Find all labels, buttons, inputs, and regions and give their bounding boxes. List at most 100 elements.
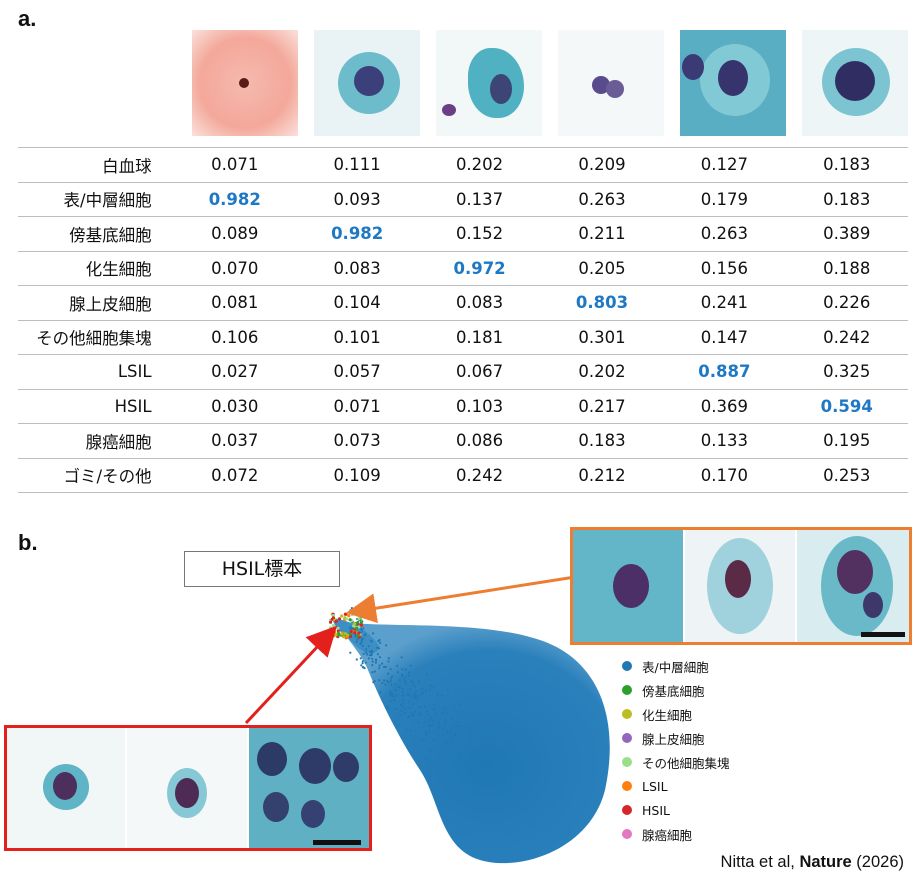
table-row: LSIL 0.027 0.057 0.067 0.202 0.887 0.325 xyxy=(18,354,908,389)
umap-point xyxy=(404,682,407,685)
umap-point xyxy=(429,724,432,728)
umap-point xyxy=(401,701,404,704)
umap-point xyxy=(372,632,375,635)
umap-point xyxy=(451,737,454,741)
legend-color-dot xyxy=(622,757,632,767)
row-label: HSIL xyxy=(18,388,174,424)
value-cell: 0.211 xyxy=(540,216,664,251)
umap-point xyxy=(401,687,404,691)
umap-point xyxy=(355,640,358,643)
umap-point xyxy=(331,613,335,618)
row-label: 表/中層細胞 xyxy=(18,181,174,217)
table-row: その他細胞集塊 0.106 0.101 0.181 0.301 0.147 0.242 xyxy=(18,319,908,355)
value-cell: 0.170 xyxy=(663,457,786,493)
value-cell: 0.152 xyxy=(418,216,541,251)
value-cell: 0.071 xyxy=(295,388,419,424)
value-cell: 0.030 xyxy=(173,388,296,424)
cell-image-glandular xyxy=(558,30,664,136)
table-row: 化生細胞 0.070 0.083 0.972 0.205 0.156 0.188 xyxy=(18,250,908,286)
highlight-value-cell: 0.887 xyxy=(663,354,786,389)
umap-point xyxy=(440,711,444,715)
umap-point xyxy=(450,733,453,736)
citation-authors: Nitta et al, xyxy=(720,853,795,871)
umap-point xyxy=(431,723,434,726)
table-row: HSIL 0.030 0.071 0.103 0.217 0.369 0.594 xyxy=(18,388,908,424)
umap-point xyxy=(456,771,459,774)
umap-point xyxy=(415,690,418,693)
umap-point xyxy=(397,686,400,689)
umap-point xyxy=(404,668,407,671)
umap-point xyxy=(413,694,416,697)
umap-point xyxy=(389,699,393,703)
umap-point xyxy=(389,694,392,697)
umap-point xyxy=(360,639,363,643)
cell-image-hsil xyxy=(802,30,908,136)
value-cell: 0.093 xyxy=(295,181,419,217)
umap-point xyxy=(428,749,431,752)
lsil-cell-image-3 xyxy=(797,530,909,642)
table-row: ゴミ/その他 0.072 0.109 0.242 0.212 0.170 0.253 xyxy=(18,457,908,493)
umap-point xyxy=(356,638,359,641)
value-cell: 0.109 xyxy=(295,457,419,493)
umap-point xyxy=(408,700,411,704)
umap-point xyxy=(407,674,410,677)
umap-point xyxy=(454,732,457,735)
legend-label: 傍基底細胞 xyxy=(642,683,705,699)
umap-point xyxy=(400,709,403,712)
umap-point xyxy=(436,694,439,697)
umap-point xyxy=(394,688,397,692)
cell-image-metaplastic xyxy=(436,30,542,136)
value-cell: 0.104 xyxy=(295,285,419,320)
umap-point xyxy=(421,687,424,691)
umap-point xyxy=(403,677,406,680)
sample-label-box: HSIL標本 xyxy=(184,551,340,587)
umap-point xyxy=(428,688,431,691)
legend-item: 腺上皮細胞 xyxy=(622,726,730,750)
umap-point xyxy=(446,688,449,692)
value-cell: 0.212 xyxy=(540,457,664,493)
umap-point xyxy=(374,661,377,664)
umap-point xyxy=(418,680,421,683)
umap-point xyxy=(376,653,379,656)
umap-point xyxy=(419,740,422,743)
legend-label: 腺癌細胞 xyxy=(642,827,693,843)
value-cell: 0.179 xyxy=(663,181,786,217)
umap-point xyxy=(336,629,340,633)
umap-point xyxy=(415,697,419,700)
umap-point xyxy=(385,644,388,647)
lsil-image-inset xyxy=(570,527,912,645)
umap-point xyxy=(384,665,387,669)
orange-arrow xyxy=(346,575,576,624)
value-cell: 0.027 xyxy=(173,354,296,389)
value-cell: 0.181 xyxy=(418,319,541,355)
umap-point xyxy=(375,659,378,662)
umap-point xyxy=(429,718,432,722)
umap-point xyxy=(396,671,399,674)
citation: Nitta et al, Nature (2026) xyxy=(721,853,904,872)
umap-point xyxy=(458,724,461,728)
highlight-value-cell: 0.972 xyxy=(418,250,541,286)
umap-point xyxy=(391,675,394,678)
value-cell: 0.202 xyxy=(540,354,664,389)
umap-point xyxy=(357,631,361,635)
highlight-value-cell: 0.803 xyxy=(540,285,664,320)
umap-point xyxy=(393,698,396,702)
umap-point xyxy=(401,673,404,676)
umap-point xyxy=(419,712,422,715)
umap-point xyxy=(365,651,368,654)
value-cell: 0.111 xyxy=(295,147,419,182)
hsil-cell-image-3 xyxy=(249,728,369,848)
umap-point xyxy=(409,664,412,667)
umap-point xyxy=(425,673,428,676)
legend-label: 化生細胞 xyxy=(642,707,693,723)
table-row: 腺上皮細胞 0.081 0.104 0.083 0.803 0.241 0.226 xyxy=(18,285,908,320)
umap-point xyxy=(387,672,390,675)
umap-point xyxy=(432,708,436,711)
umap-point xyxy=(400,713,403,717)
value-cell: 0.217 xyxy=(540,388,664,424)
umap-point xyxy=(414,696,417,699)
umap-point xyxy=(467,730,470,733)
umap-point xyxy=(378,656,381,659)
umap-point xyxy=(426,710,429,713)
